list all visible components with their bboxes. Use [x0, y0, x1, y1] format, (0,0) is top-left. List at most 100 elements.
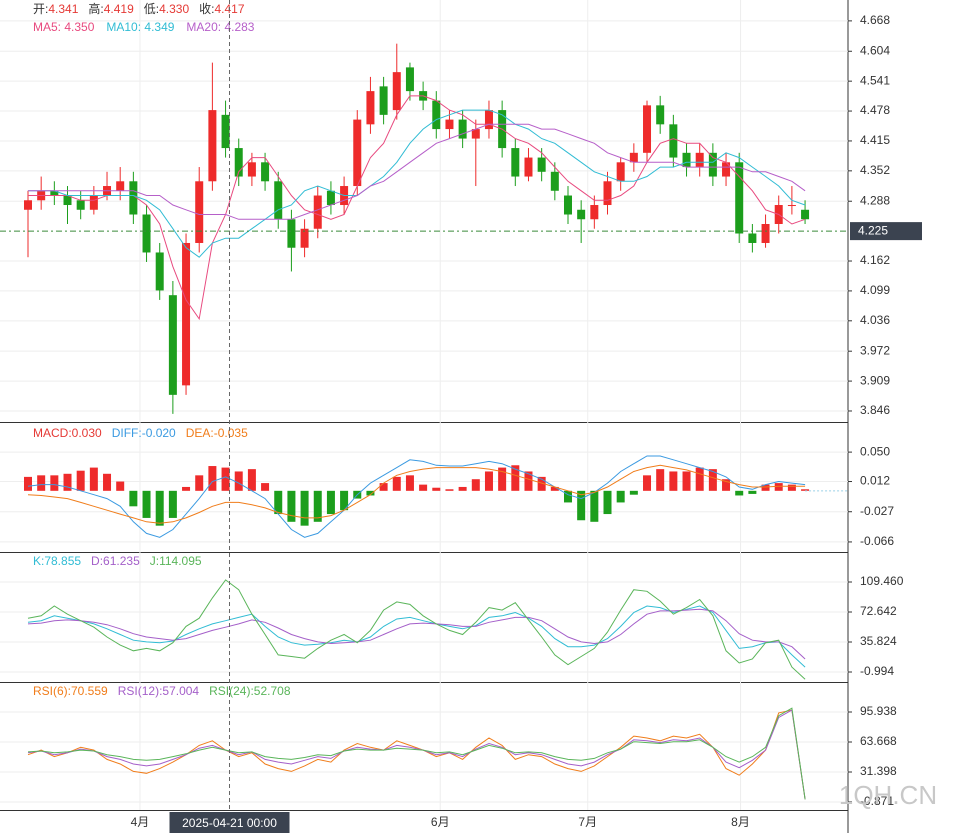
legend-entry: J:114.095 — [150, 554, 202, 568]
series-line — [27, 709, 806, 800]
candle-body — [24, 200, 33, 210]
macd-bar — [445, 489, 454, 491]
macd-bar — [195, 475, 204, 491]
y-tick-label: 4.099 — [860, 283, 890, 297]
candle-body — [524, 157, 533, 177]
candle-body — [63, 195, 72, 206]
candle-body — [682, 152, 691, 168]
legend: K:78.855 D:61.235 J:114.095 — [33, 554, 202, 568]
candle-body — [287, 219, 296, 248]
candle-body — [445, 119, 454, 130]
macd-bar — [234, 471, 243, 491]
last-price-box — [850, 222, 922, 241]
y-tick-label: 4.668 — [860, 13, 890, 27]
y-tick-label: 0.012 — [860, 474, 890, 488]
candle-body — [484, 110, 493, 130]
macd-bar — [577, 490, 586, 521]
y-tick-label: 31.398 — [860, 764, 897, 778]
y-tick-label: 0.050 — [860, 444, 890, 458]
macd-bar — [748, 490, 757, 494]
series-line — [28, 109, 806, 258]
macd-bar — [129, 490, 138, 507]
grid-layer — [0, 0, 852, 810]
legend-entry: RSI(24):52.708 — [209, 684, 291, 698]
candle-body — [208, 110, 217, 182]
candle-body — [643, 105, 652, 153]
y-tick-label: 3.972 — [860, 343, 890, 357]
macd-bar — [708, 469, 717, 491]
macd-bar — [379, 483, 388, 491]
candle-body — [471, 129, 480, 139]
macd-bar — [24, 476, 33, 491]
macd-bar — [419, 484, 428, 491]
macd-bar — [458, 486, 467, 491]
series-line — [27, 707, 806, 800]
macd-bar — [787, 484, 796, 491]
macd-bar — [340, 490, 349, 511]
candle-body — [669, 124, 678, 158]
candle-body — [274, 181, 283, 220]
macd-bar — [274, 490, 283, 515]
candle-body — [603, 181, 612, 206]
candle-body — [735, 162, 744, 234]
macd-bar — [37, 475, 46, 491]
candle-body — [405, 67, 414, 92]
candle-body — [748, 233, 757, 243]
candle-body — [155, 252, 164, 291]
y-tick-label: 4.162 — [860, 253, 890, 267]
series-line — [27, 579, 806, 680]
candle-body — [458, 119, 467, 139]
macd-bar — [405, 475, 414, 491]
candle-body — [708, 152, 717, 177]
candle-body — [247, 162, 256, 177]
macd-bar — [50, 475, 59, 491]
candle-body — [695, 152, 704, 168]
macd-bar — [498, 467, 507, 491]
macd-bar — [287, 490, 296, 522]
macd-bar — [392, 476, 401, 491]
macd-bar — [669, 471, 678, 491]
macd-bar — [221, 467, 230, 491]
candle-body — [577, 209, 586, 220]
candle-body — [221, 114, 230, 149]
y-tick-label: 4.541 — [860, 73, 890, 87]
candle-body — [761, 224, 770, 243]
ohlc-value: 4.419 — [104, 2, 134, 16]
macd-bar — [247, 469, 256, 491]
candle-body — [722, 162, 731, 177]
legend: RSI(6):70.559 RSI(12):57.004 RSI(24):52.70… — [33, 684, 291, 698]
legend-entry: RSI(6):70.559 — [33, 684, 108, 698]
x-tick-label: 8月 — [731, 815, 750, 829]
candle-body — [326, 190, 335, 206]
macd-bar — [168, 490, 177, 518]
macd-bar — [656, 469, 665, 491]
macd-bar — [682, 471, 691, 491]
macd-bar — [484, 471, 493, 491]
legend-entry: MACD:0.030 — [33, 426, 102, 440]
macd-bar — [208, 466, 217, 491]
legend: MA5: 4.350 MA10: 4.349 MA20: 4.283 — [33, 20, 255, 34]
mark-layer — [0, 43, 848, 800]
series-line — [28, 95, 806, 321]
macd-bar — [695, 467, 704, 491]
candle-body — [300, 228, 309, 248]
candle-body — [353, 119, 362, 187]
y-tick-label: 4.288 — [860, 193, 890, 207]
candle-body — [787, 205, 796, 207]
macd-bar — [801, 489, 810, 491]
candle-body — [656, 105, 665, 125]
candle-body — [76, 200, 85, 210]
candle-body — [182, 242, 191, 386]
y-tick-label: 4.604 — [860, 43, 890, 57]
y-tick-label: 4.352 — [860, 163, 890, 177]
candle-body — [432, 100, 441, 130]
macd-bar — [537, 476, 546, 491]
ohlc-value: 4.330 — [159, 2, 189, 16]
macd-bar — [603, 490, 612, 515]
candle-body — [550, 171, 559, 191]
y-tick-label: -0.066 — [860, 534, 894, 548]
ohlc-label: 开: — [33, 2, 48, 16]
candle-body — [89, 195, 98, 210]
